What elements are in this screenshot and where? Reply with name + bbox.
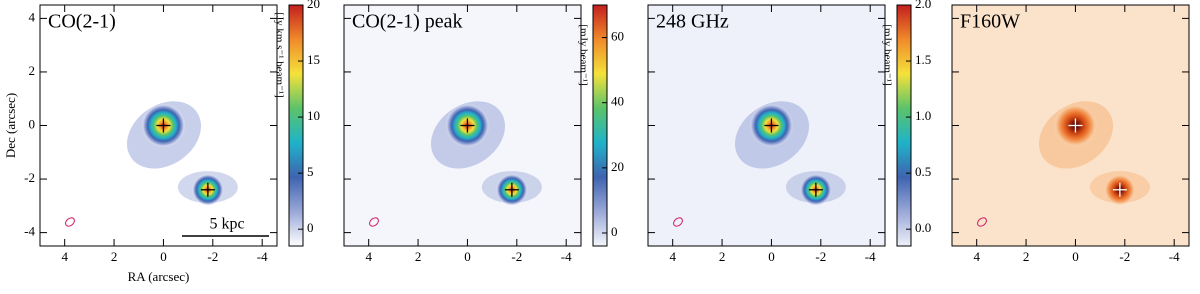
x-tick-label: 0 [1072, 249, 1079, 264]
beam [977, 217, 987, 227]
colorbar-tick-label: 10 [307, 108, 320, 123]
x-tick-label: -2 [815, 249, 826, 264]
panel-title: 248 GHz [656, 11, 729, 33]
x-tick-label: 2 [415, 249, 422, 264]
x-tick-label: -4 [865, 249, 876, 264]
beam [673, 217, 683, 227]
x-tick-label: 4 [61, 249, 68, 264]
y-axis-label: Dec (arcsec) [3, 93, 18, 158]
colorbar-tick-label: 0.5 [915, 164, 931, 179]
x-tick-label: 2 [719, 249, 726, 264]
colorbar-tick-label: 5 [307, 164, 314, 179]
x-tick-label: -2 [1119, 249, 1130, 264]
colorbar-tick-label: 60 [611, 29, 624, 44]
colorbar [592, 4, 608, 247]
colorbar-tick-label: 15 [307, 52, 320, 67]
panel-title: CO(2-1) [48, 11, 116, 33]
x-tick-label: 0 [768, 249, 775, 264]
colorbar-label: [Jy km s⁻¹ beam⁻¹] [273, 12, 285, 98]
colorbar-label: [mJy beam⁻¹] [577, 24, 589, 85]
x-tick-label: 2 [111, 249, 118, 264]
y-tick-label: 2 [29, 63, 36, 78]
colorbar-tick-label: 0 [611, 224, 618, 239]
x-tick-label: 0 [160, 249, 167, 264]
panel-title: CO(2-1) peak [352, 11, 463, 33]
x-tick-label: -4 [257, 249, 268, 264]
y-tick-label: -4 [24, 224, 35, 239]
y-tick-label: 0 [29, 116, 36, 131]
beam [65, 217, 75, 227]
x-tick-label: -4 [561, 249, 572, 264]
beam [369, 217, 379, 227]
x-tick-label: -2 [207, 249, 218, 264]
x-axis-label: RA (arcsec) [128, 269, 190, 284]
x-tick-label: -4 [1169, 249, 1180, 264]
panel-title: F160W [960, 11, 1020, 33]
x-tick-label: 4 [973, 249, 980, 264]
colorbar-tick-label: 0.0 [915, 220, 931, 235]
x-tick-label: -2 [511, 249, 522, 264]
x-tick-label: 0 [464, 249, 471, 264]
colorbar-label: [mJy beam⁻¹] [881, 24, 893, 85]
colorbar-tick-label: 1.0 [915, 108, 931, 123]
colorbar-tick-label: 40 [611, 94, 624, 109]
x-tick-label: 4 [365, 249, 372, 264]
y-tick-label: -2 [24, 170, 35, 185]
x-tick-label: 2 [1023, 249, 1030, 264]
colorbar [288, 4, 304, 247]
colorbar-tick-label: 0 [307, 220, 314, 235]
colorbar-tick-label: 2.0 [915, 0, 931, 11]
colorbar [896, 4, 912, 247]
y-tick-label: 4 [29, 9, 36, 24]
colorbar-tick-label: 1.5 [915, 52, 931, 67]
colorbar-tick-label: 20 [307, 0, 320, 11]
scale-bar-label: 5 kpc [209, 216, 244, 233]
colorbar-tick-label: 20 [611, 159, 624, 174]
x-tick-label: 4 [669, 249, 676, 264]
image [1038, 101, 1150, 206]
